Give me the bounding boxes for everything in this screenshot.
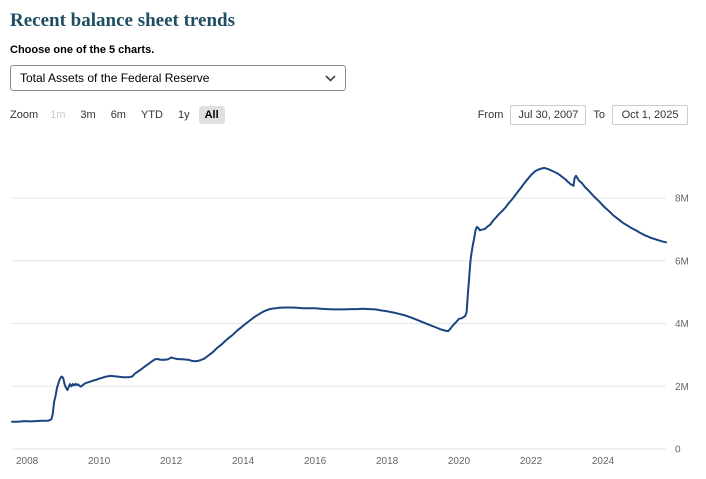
to-label: To: [593, 109, 605, 121]
zoom-group: Zoom 1m 3m 6m YTD 1y All: [10, 106, 225, 124]
zoom-6m-button[interactable]: 6m: [110, 109, 126, 121]
y-axis-label: 8M: [675, 194, 689, 205]
zoom-label: Zoom: [10, 109, 39, 121]
x-axis-label: 2016: [304, 456, 327, 467]
y-axis-label: 6M: [675, 256, 689, 267]
x-axis-label: 2014: [232, 456, 255, 467]
zoom-3m-button[interactable]: 3m: [80, 109, 96, 121]
zoom-all-button[interactable]: All: [198, 106, 225, 124]
x-axis-label: 2024: [592, 456, 615, 467]
from-date-input[interactable]: [510, 105, 587, 125]
chart-choice-label: Choose one of the 5 charts.: [10, 44, 155, 56]
series-line: [11, 166, 667, 423]
chart-toolbar: Zoom 1m 3m 6m YTD 1y All From To: [10, 105, 696, 125]
x-axis-label: 2022: [520, 456, 543, 467]
x-axis-label: 2012: [160, 456, 183, 467]
balance-sheet-line-chart[interactable]: 0 2M 4M 6M 8M 2008 2010 2012 2014 2016 2018 2020 202…: [10, 143, 696, 474]
y-axis-label: 2M: [675, 382, 689, 393]
zoom-1y-button[interactable]: 1y: [177, 109, 190, 121]
x-axis-label: 2008: [16, 456, 39, 467]
x-axis-label: 2020: [448, 456, 471, 467]
zoom-1m-button[interactable]: 1m: [50, 109, 66, 121]
y-axis-label: 4M: [675, 319, 689, 330]
x-axis-label: 2018: [376, 456, 399, 467]
date-range-group: From To: [478, 105, 688, 125]
x-axis-label: 2010: [88, 456, 111, 467]
chart-select-dropdown[interactable]: Total Assets of the Federal Reserve: [10, 65, 346, 91]
from-label: From: [477, 109, 504, 121]
chart-select-value: Total Assets of the Federal Reserve: [20, 71, 210, 85]
to-date-input[interactable]: [612, 105, 688, 125]
chevron-down-icon: [325, 74, 336, 82]
page-title: Recent balance sheet trends: [10, 10, 235, 31]
y-axis-label: 0: [675, 445, 681, 456]
chart-canvas[interactable]: 0 2M 4M 6M 8M 2008 2010 2012 2014 2016 2018 2020 202…: [10, 143, 696, 469]
zoom-ytd-button[interactable]: YTD: [140, 109, 163, 121]
